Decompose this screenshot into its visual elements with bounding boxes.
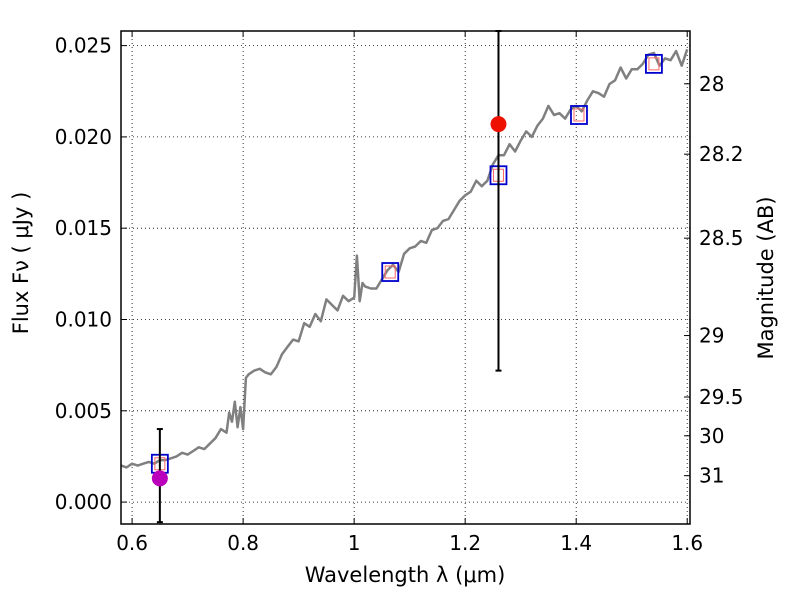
x-tick-label: 0.8 xyxy=(227,531,259,555)
observed-flux-point xyxy=(151,470,168,487)
x-tick-label: 1.2 xyxy=(449,531,481,555)
y-tick-label: 0.010 xyxy=(55,307,112,331)
y-axis-title: Flux Fν ( μJy ) xyxy=(9,192,33,335)
x-tick-label: 1 xyxy=(348,531,361,555)
spectrum-line xyxy=(120,48,689,469)
x-tick-label: 1.4 xyxy=(560,531,592,555)
y-tick-label: 0.000 xyxy=(55,490,112,514)
model-flux-inner-box xyxy=(648,57,660,71)
y2-tick-label: 28 xyxy=(699,72,724,96)
x-tick-label: 0.6 xyxy=(116,531,148,555)
y2-tick-label: 30 xyxy=(699,424,724,448)
secondary-y-axis-title: Magnitude (AB) xyxy=(754,196,778,359)
model-bandpass-box xyxy=(645,53,663,74)
x-tick-label: 1.6 xyxy=(671,531,703,555)
y2-tick-label: 29 xyxy=(699,324,724,348)
y2-tick-label: 31 xyxy=(699,464,724,488)
model-bandpass-box xyxy=(570,105,588,125)
model-bandpass-box xyxy=(381,262,400,282)
y-tick-label: 0.015 xyxy=(55,216,112,240)
axis-ticks: 0.6 0.8 1 1.2 1.4 1.6 0.000 0.005 0.010 0.015 0.02… xyxy=(55,31,744,555)
y2-tick-label: 29.5 xyxy=(699,385,744,409)
y-tick-label: 0.020 xyxy=(55,125,112,149)
observed-flux-point xyxy=(490,116,507,133)
spectrum-layer xyxy=(120,48,689,469)
y2-tick-label: 28.2 xyxy=(699,142,744,166)
y-tick-label: 0.005 xyxy=(55,399,112,423)
x-axis-title: Wavelength λ (μm) xyxy=(305,563,506,587)
grid-lines xyxy=(121,31,690,524)
model-flux-inner-box xyxy=(384,265,396,279)
plot-frame xyxy=(120,30,691,525)
model-flux-inner-box xyxy=(573,108,585,122)
y2-tick-label: 28.5 xyxy=(699,226,744,250)
y-tick-label: 0.025 xyxy=(55,34,112,58)
